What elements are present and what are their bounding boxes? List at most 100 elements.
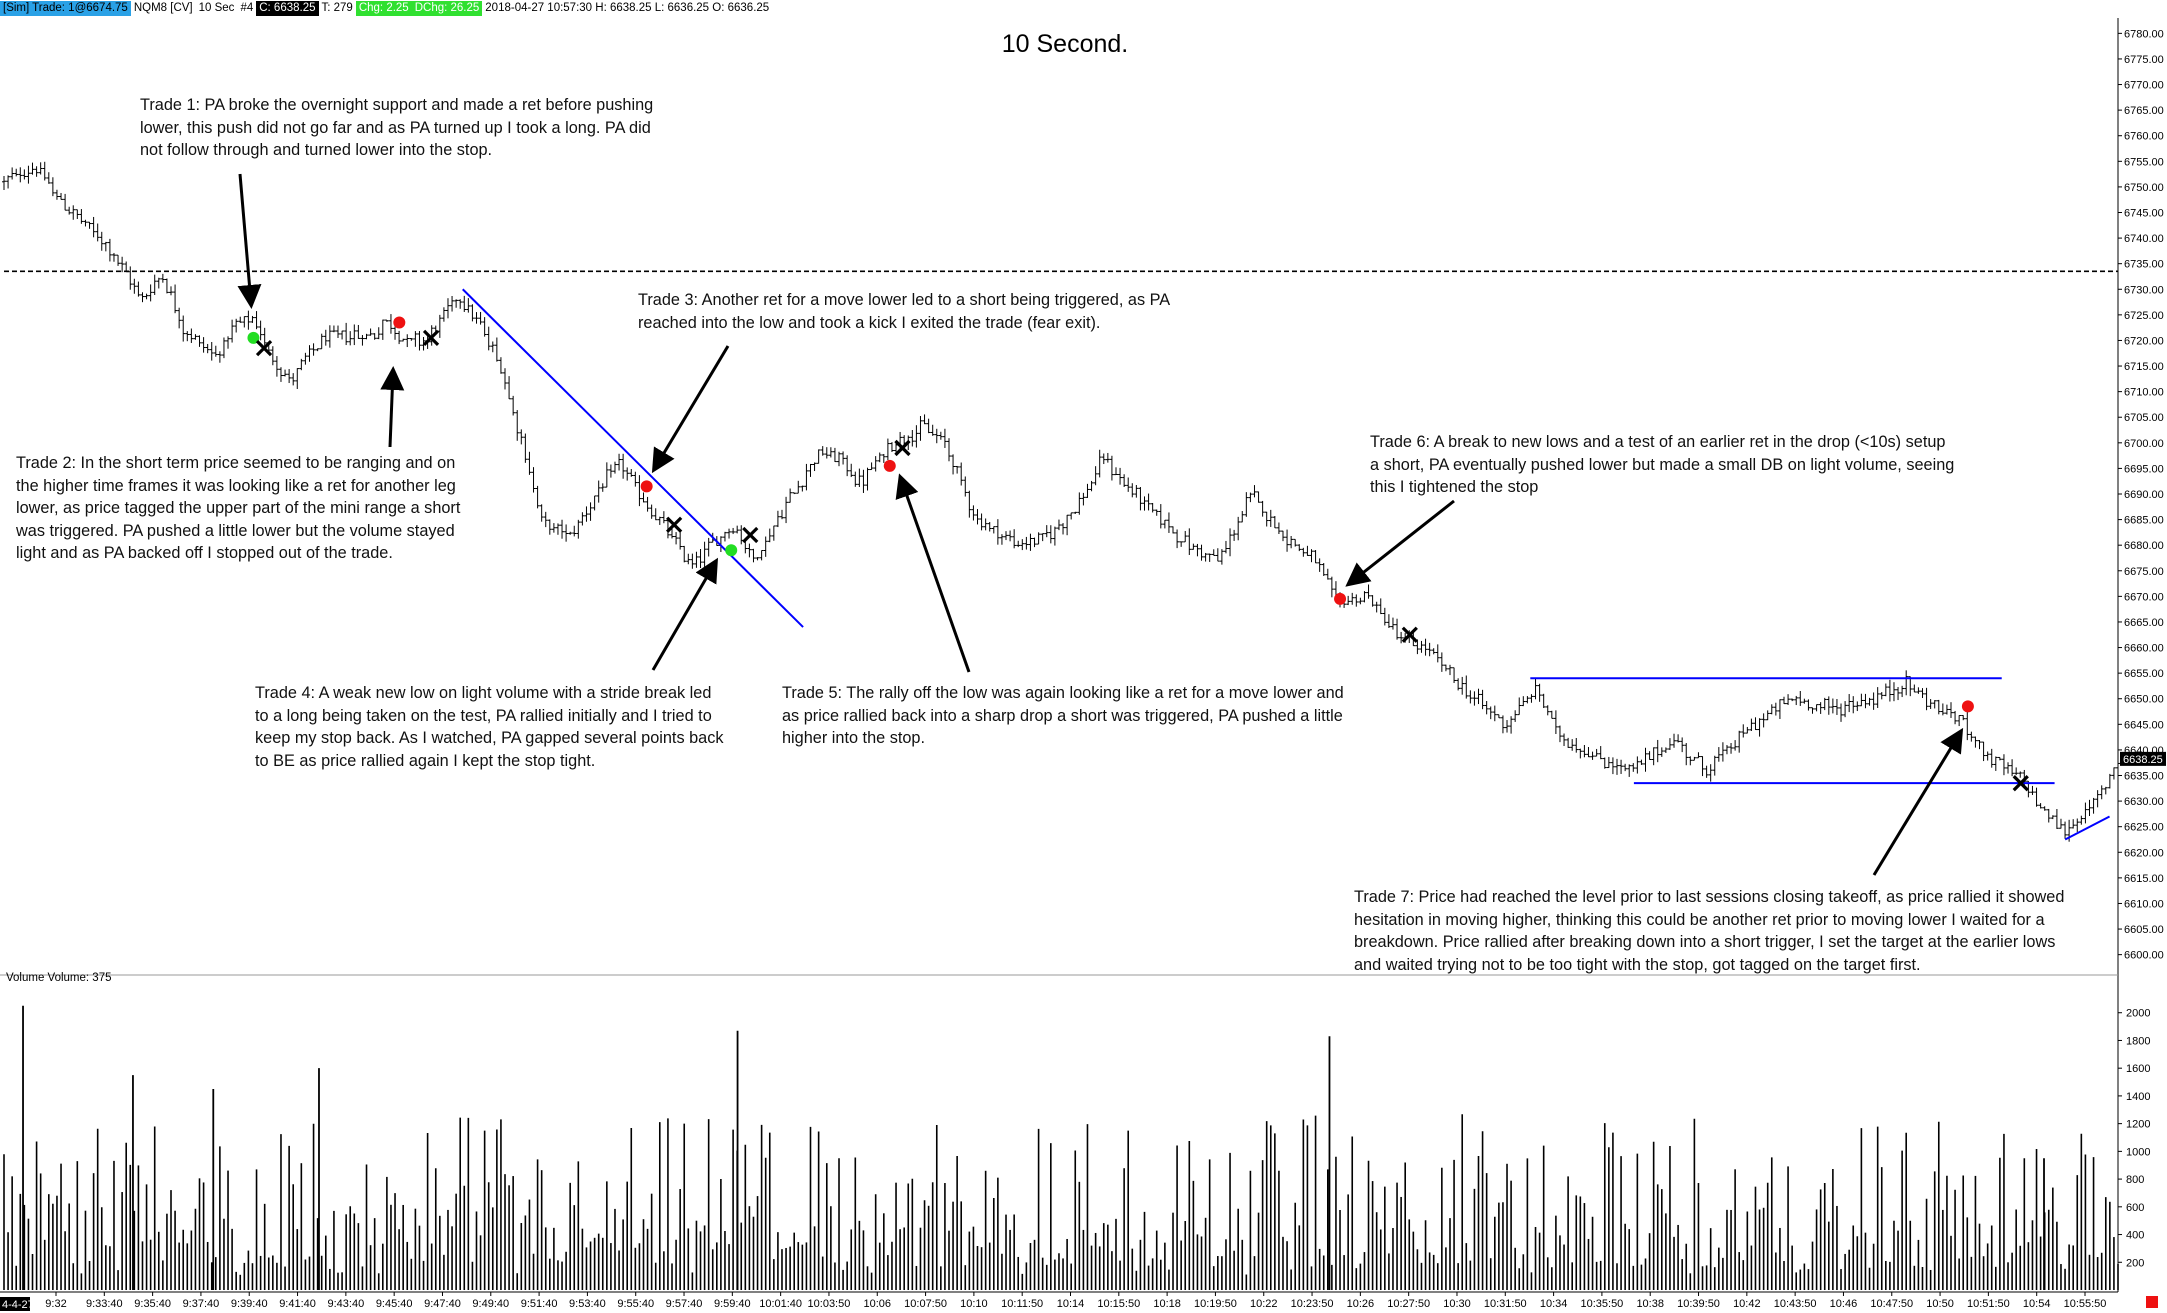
price-bar [46, 172, 51, 184]
price-bar [731, 527, 736, 535]
volume-tick-label: 2000 [2126, 1008, 2150, 1020]
price-bar [511, 395, 516, 416]
price-bar [340, 330, 345, 340]
price-bar [1012, 529, 1017, 549]
time-tick-label: 10:46 [1830, 1298, 1858, 1310]
price-bar [1757, 718, 1762, 737]
price-bar [401, 338, 406, 342]
price-bar [1028, 533, 1033, 551]
price-bar [1761, 713, 1766, 728]
price-bar [1179, 541, 1184, 547]
price-bar [1211, 549, 1216, 556]
price-bar [1553, 710, 1558, 735]
annotation-arrow [1872, 727, 1964, 876]
note-trade-1: Trade 1: PA broke the overnight support … [140, 96, 654, 159]
price-bar [2071, 819, 2076, 829]
price-bar [665, 517, 670, 539]
price-bar [2018, 771, 2023, 778]
annotation-arrow [380, 366, 405, 448]
price-bar [1113, 467, 1118, 476]
indicator-square [2146, 1296, 2158, 1308]
price-bar [490, 341, 495, 353]
price-bar [1419, 640, 1424, 653]
price-bar [1443, 664, 1448, 672]
price-bar [1439, 652, 1444, 672]
price-bar [1016, 540, 1021, 548]
price-bar [515, 410, 520, 441]
price-bar [1602, 757, 1607, 769]
price-bar [1957, 715, 1962, 727]
price-bar [1036, 532, 1041, 545]
price-bar [1317, 558, 1322, 572]
note-trade-6: Trade 6: A break to new lows and a test … [1370, 433, 1955, 496]
price-bar [784, 496, 789, 524]
price-bar [1089, 480, 1094, 492]
price-bar [1887, 679, 1892, 702]
price-bar [417, 331, 422, 351]
long-entry-dot [247, 331, 260, 344]
volume-tick-label: 200 [2126, 1257, 2144, 1269]
price-bar [1289, 535, 1294, 549]
price-bar [1549, 710, 1554, 719]
price-bar [164, 278, 169, 294]
price-bar [1944, 704, 1949, 715]
price-bar [303, 352, 308, 365]
price-bar [633, 471, 638, 487]
price-bar [1142, 496, 1147, 511]
price-bar [2, 176, 6, 190]
price-bar [1370, 595, 1375, 607]
price-bar [1977, 739, 1982, 750]
price-bar [1452, 667, 1457, 684]
price-bar [486, 326, 491, 351]
price-bar [1280, 530, 1285, 542]
price-bar [1676, 734, 1681, 743]
price-bar [926, 418, 931, 434]
time-tick-label: 9:35:40 [134, 1298, 171, 1310]
price-bar [327, 325, 332, 348]
price-bar [1794, 695, 1799, 706]
price-bar [116, 254, 121, 266]
price-bar [1594, 748, 1599, 757]
price-tick-label: 6735.00 [2124, 259, 2164, 271]
price-bar [124, 261, 129, 273]
annotation-arrow [651, 345, 730, 474]
price-bar [1447, 664, 1452, 676]
account-trade-label[interactable]: [Sim] Trade: 1@6674.75 [0, 1, 131, 16]
price-bar [67, 206, 72, 215]
price-bar [1236, 516, 1241, 541]
price-bar [1627, 764, 1632, 777]
price-bar [604, 462, 609, 488]
price-tick-label: 6740.00 [2124, 233, 2164, 245]
price-bar [1839, 703, 1844, 722]
price-bar [596, 480, 601, 503]
time-tick-label: 10:55:50 [2064, 1298, 2107, 1310]
price-bar [1765, 710, 1770, 721]
price-bar [670, 527, 675, 539]
price-bar [336, 325, 341, 338]
price-tick-label: 6760.00 [2124, 131, 2164, 143]
price-bar [2058, 818, 2063, 829]
price-bar [1362, 591, 1367, 603]
datetime-hlo-label: 2018-04-27 10:57:30 H: 6638.25 L: 6636.2… [485, 2, 770, 14]
price-bar [914, 425, 919, 448]
price-bar [1578, 748, 1583, 759]
note-trade-2: Trade 2: In the short term price seemed … [16, 454, 461, 562]
price-bar [450, 295, 455, 312]
price-bar [1309, 549, 1314, 563]
time-tick-label: 9:51:40 [521, 1298, 558, 1310]
price-bar [30, 162, 35, 175]
price-bar [1126, 477, 1131, 492]
price-bar [2030, 785, 2035, 795]
price-bar [983, 518, 988, 531]
price-bar [1557, 725, 1562, 743]
period-label: 10 Sec [198, 2, 235, 14]
price-bar [1863, 693, 1868, 709]
price-bar [1390, 617, 1395, 630]
price-bar [767, 528, 772, 543]
price-bar [694, 551, 699, 568]
price-bar [1704, 765, 1709, 778]
price-bar [1500, 715, 1505, 734]
price-bar [1276, 522, 1281, 535]
price-bar [1509, 716, 1514, 734]
price-bar [1716, 747, 1721, 762]
